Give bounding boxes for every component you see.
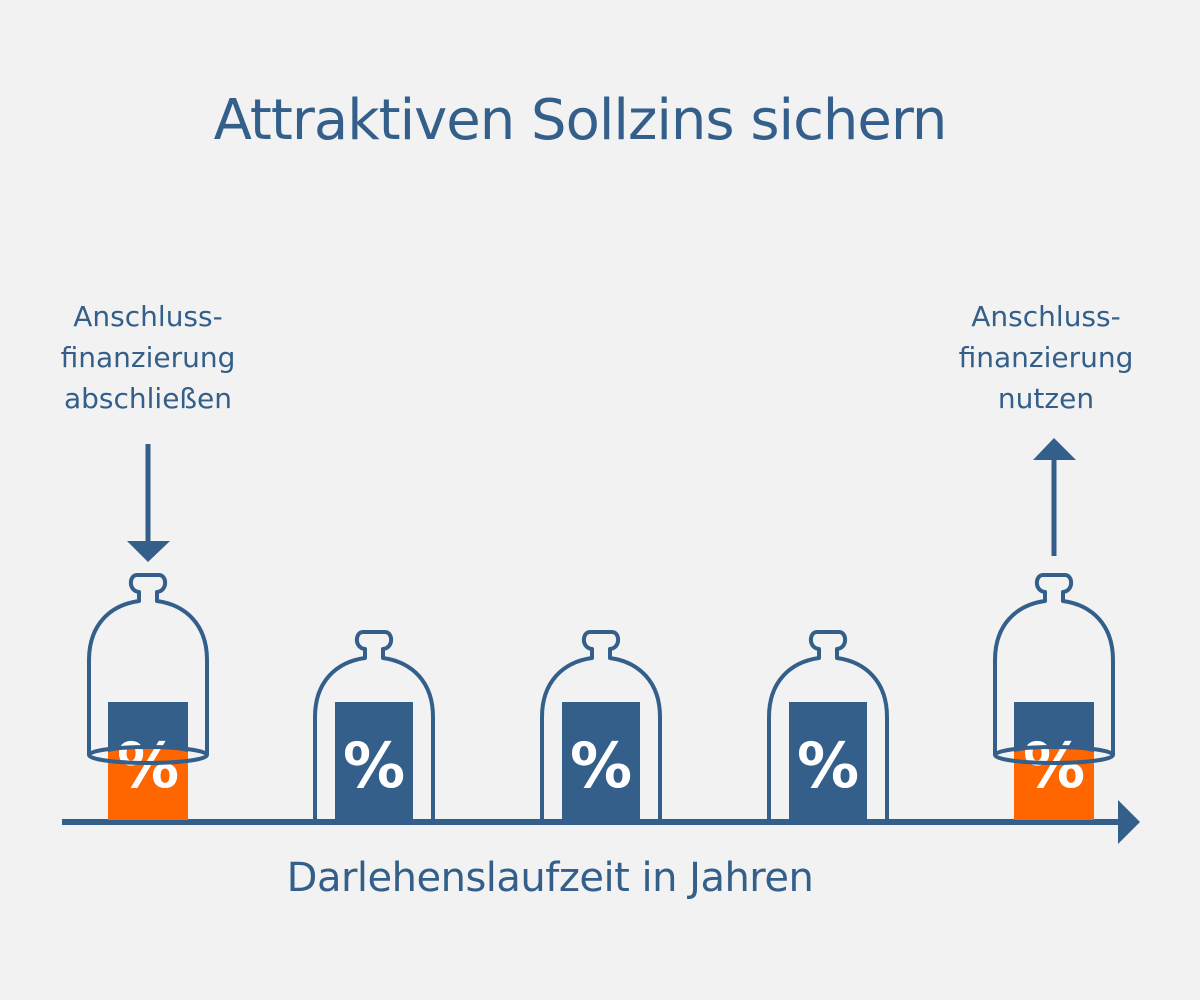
axis-arrow-icon bbox=[1118, 800, 1140, 844]
bell-jar-4: % bbox=[767, 630, 889, 820]
bell-jar-2: % bbox=[313, 630, 435, 820]
percent-box-highlight bbox=[1014, 748, 1094, 820]
bell-jar-icon bbox=[313, 630, 435, 820]
down-arrow-icon bbox=[127, 541, 170, 562]
bell-jar-1: % bbox=[87, 573, 209, 820]
percent-box-highlight bbox=[108, 748, 188, 820]
bell-jar-icon bbox=[540, 630, 662, 820]
percent-symbol: % bbox=[797, 729, 859, 802]
bell-jar-5: % bbox=[993, 573, 1115, 820]
bell-jar-3: % bbox=[540, 630, 662, 820]
percent-box bbox=[335, 702, 413, 820]
percent-symbol: % bbox=[1023, 729, 1085, 802]
percent-symbol: % bbox=[570, 729, 632, 802]
left-label: Anschluss- finanzierung abschließen bbox=[60, 300, 236, 415]
bell-jar-icon bbox=[993, 573, 1115, 755]
percent-symbol: % bbox=[117, 729, 179, 802]
percent-symbol: % bbox=[343, 729, 405, 802]
percent-box bbox=[789, 702, 867, 820]
right-label: Anschluss- finanzierung nutzen bbox=[958, 300, 1134, 415]
up-arrow-icon bbox=[1033, 438, 1076, 460]
axis-label: Darlehenslaufzeit in Jahren bbox=[286, 855, 814, 901]
bell-jar-icon bbox=[767, 630, 889, 820]
percent-box bbox=[562, 702, 640, 820]
bell-jar-rim bbox=[87, 745, 209, 765]
bell-jar-rim bbox=[993, 745, 1115, 765]
bell-jar-icon bbox=[87, 573, 209, 755]
page-title: Attraktiven Sollzins sichern bbox=[213, 88, 948, 153]
